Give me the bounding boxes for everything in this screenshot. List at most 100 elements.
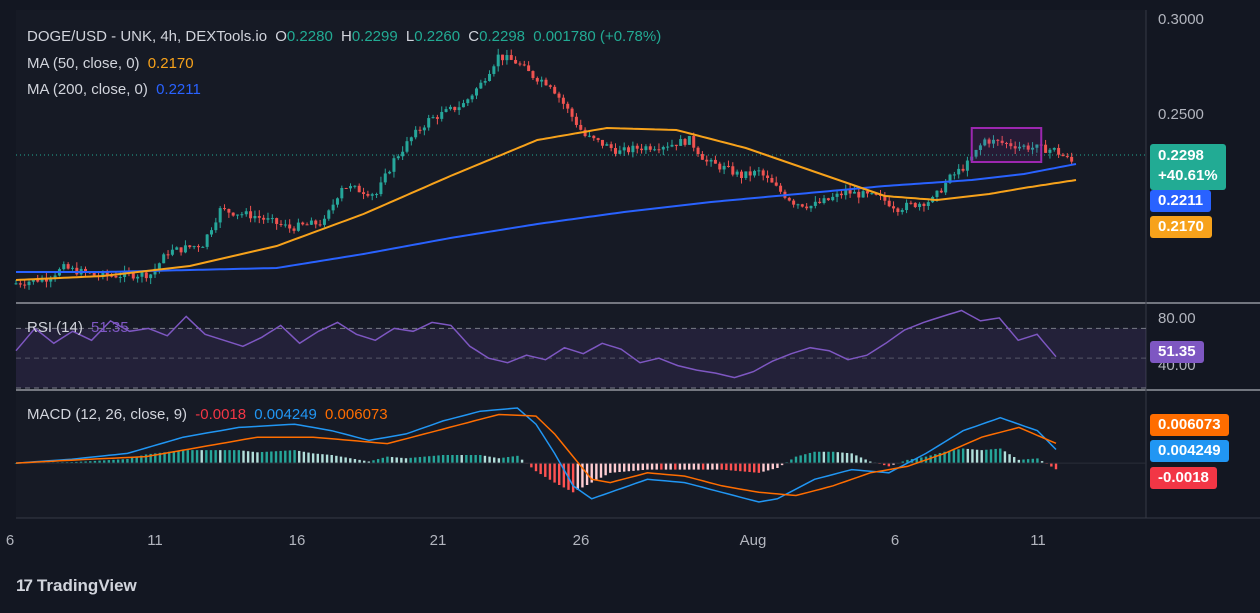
candle-body [422,127,426,131]
ma50-legend[interactable]: MA (50, close, 0) 0.2170 [27,55,198,72]
candle-body [1031,147,1035,150]
candle-body [453,106,457,111]
candle-body [1052,147,1056,150]
candle-body [600,139,604,146]
histogram-bar [414,457,417,464]
candle-body [870,193,874,195]
open-label: O [275,28,287,45]
histogram-bar [692,463,696,470]
candle-body [396,156,400,159]
ma200-legend[interactable]: MA (200, close, 0) 0.2211 [27,81,205,98]
histogram-bar [330,455,333,464]
time-tick-label: 26 [573,532,590,549]
histogram-bar [966,448,969,464]
candle-body [461,103,465,108]
time-tick-label: 6 [6,532,14,549]
candle-body [648,146,652,150]
histogram-bar [534,463,538,472]
histogram-bar [228,450,231,464]
high-value: 0.2299 [351,28,398,45]
histogram-bar [186,450,189,464]
candle-body [1000,140,1004,143]
macd-signal-value: 0.006073 [325,406,388,423]
histogram-bar [149,453,152,464]
histogram-bar [650,463,654,470]
histogram-bar [1003,451,1007,464]
candle-body [900,210,904,212]
change-value: 0.001780 (+0.78%) [533,28,662,45]
rsi-tag: 51.35 [1150,341,1204,363]
candle-body [18,283,22,285]
histogram-bar [562,463,566,488]
candle-body [844,189,848,196]
time-tick-label: 16 [289,532,306,549]
candle-body [592,135,596,139]
histogram-bar [715,463,719,470]
histogram-bar [121,459,124,464]
candle-body [952,174,956,176]
candle-body [114,275,118,278]
candle-body [249,211,253,219]
candle-body [739,171,743,179]
tradingview-logo[interactable]: 17 TradingView [16,576,137,596]
histogram-bar [558,463,561,485]
candle-body [327,210,331,219]
histogram-bar [441,455,445,464]
signal-line [15,413,1057,497]
histogram-bar [530,463,533,468]
candle-body [470,95,474,100]
histogram-bar [469,455,473,464]
candle-body [609,144,613,149]
candle-body [548,85,552,87]
candle-body [388,171,392,174]
time-tick-label: 6 [891,532,899,549]
histogram-bar [451,455,454,464]
candle-body [166,254,170,256]
macd-legend[interactable]: MACD (12, 26, close, 9) -0.0018 0.004249… [27,406,392,423]
tradingview-logo-icon: 17 [16,576,33,595]
macd-histogram [14,448,1058,493]
candle-body [140,272,144,277]
histogram-bar [311,453,315,464]
candle-body [518,63,522,65]
histogram-bar [353,459,357,464]
candle-body [722,165,726,170]
candle-body [175,247,179,250]
candle-body [809,205,813,209]
close-value: 0.2298 [479,28,526,45]
candle-body [92,272,96,276]
candle-body [23,284,27,286]
rsi-legend[interactable]: RSI (14) 51.35 [27,319,133,336]
candle-body [570,108,574,117]
candle-body [201,246,205,248]
candle-body [761,170,765,176]
candle-body [196,246,200,248]
candle-body [383,173,387,183]
candle-body [935,190,939,198]
candle-body [796,204,800,206]
histogram-bar [423,456,426,464]
candle-body [1009,143,1013,147]
histogram-bar [688,463,691,470]
histogram-bar [404,458,408,464]
histogram-bar [116,459,120,464]
histogram-bar [506,457,510,464]
range-rectangle-annotation[interactable] [970,127,1043,163]
candle-body [579,124,583,130]
histogram-bar [771,463,774,470]
histogram-bar [929,455,932,464]
candle-body [279,223,283,225]
candle-body [501,54,505,61]
ma50-label: MA (50, close, 0) [27,55,140,72]
histogram-bar [1050,463,1053,467]
candle-body [66,264,70,269]
histogram-bar [734,463,737,471]
histogram-bar [437,455,440,464]
histogram-bar [701,463,705,470]
histogram-bar [808,452,812,464]
histogram-bar [256,452,259,464]
candle-body [709,159,713,162]
histogram-bar [743,463,747,472]
macd-line-value: 0.004249 [254,406,317,423]
